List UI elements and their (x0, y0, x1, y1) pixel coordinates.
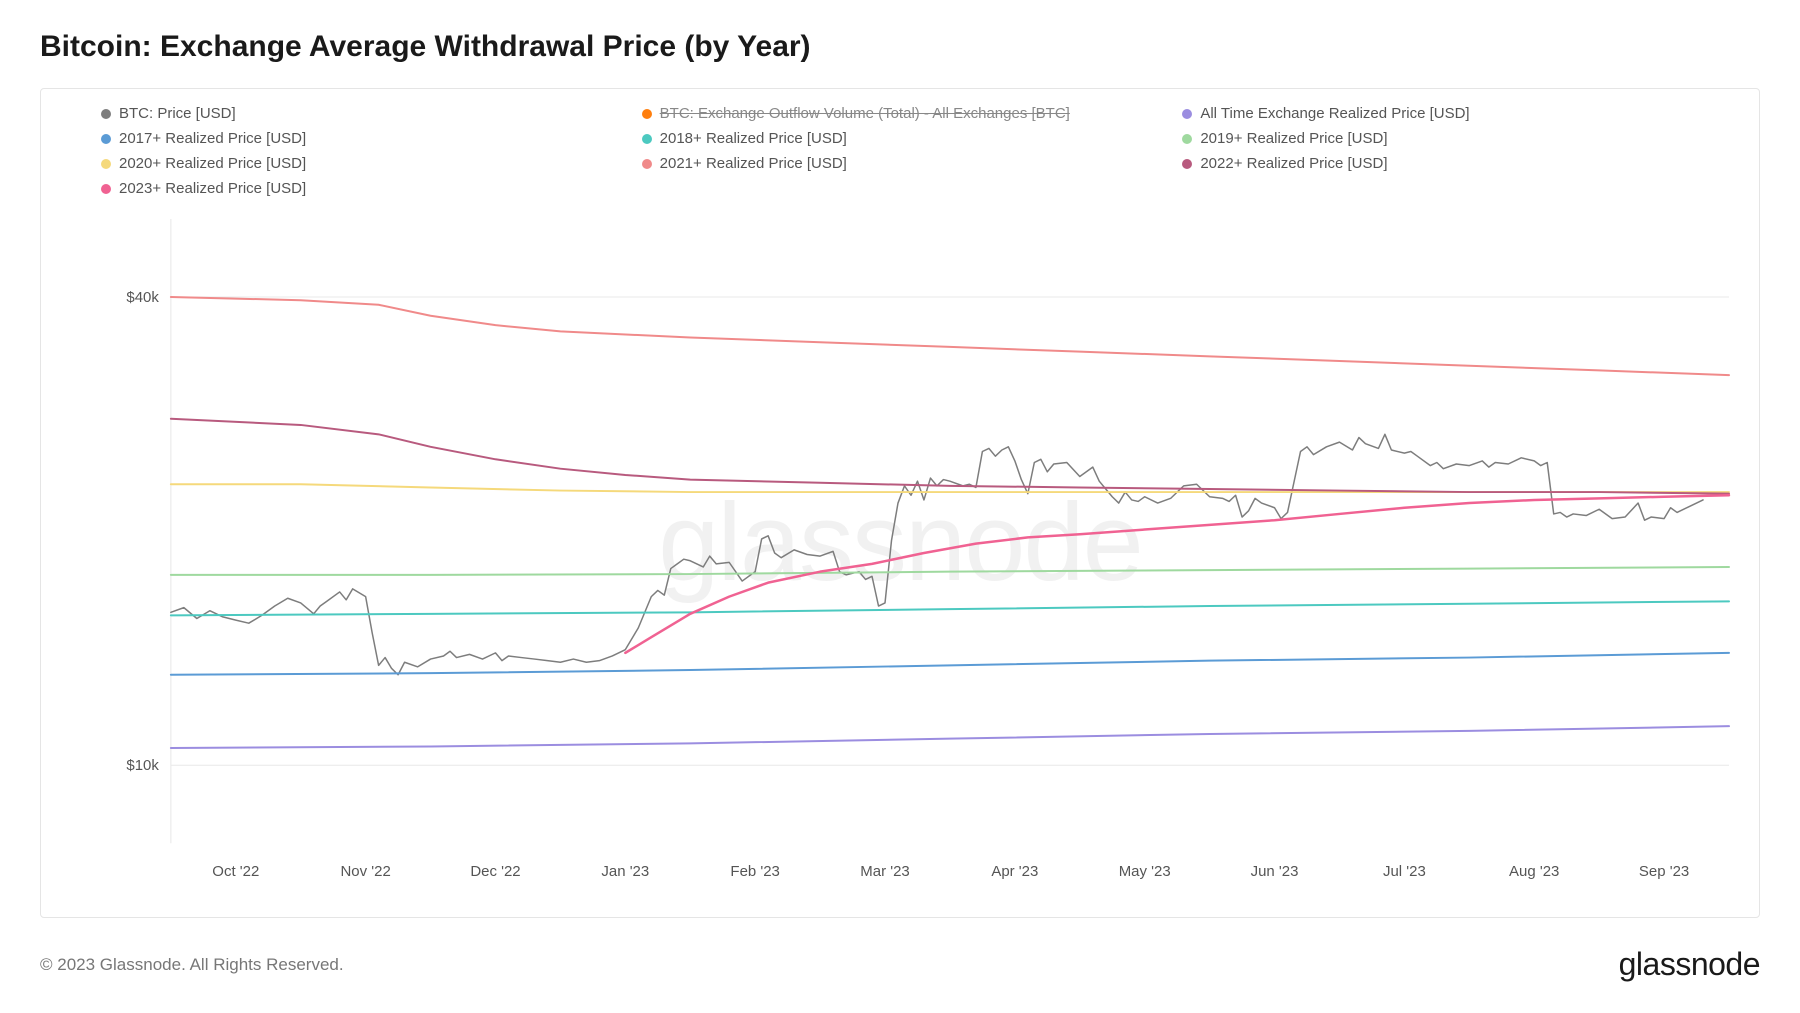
legend-label: 2018+ Realized Price [USD] (660, 130, 847, 147)
legend-label: 2017+ Realized Price [USD] (119, 130, 306, 147)
legend-marker (642, 109, 652, 119)
svg-text:Sep '23: Sep '23 (1639, 863, 1689, 880)
series-y2018 (171, 601, 1729, 615)
legend-marker (101, 184, 111, 194)
legend-marker (101, 134, 111, 144)
legend-item[interactable]: All Time Exchange Realized Price [USD] (1182, 105, 1699, 122)
legend-item[interactable]: 2020+ Realized Price [USD] (101, 155, 618, 172)
legend-label: 2021+ Realized Price [USD] (660, 155, 847, 172)
legend-label: 2019+ Realized Price [USD] (1200, 130, 1387, 147)
svg-text:Feb '23: Feb '23 (730, 863, 779, 880)
legend-marker (101, 109, 111, 119)
brand-logo: glassnode (1619, 946, 1760, 983)
series-btc_price (171, 434, 1703, 674)
svg-text:May '23: May '23 (1119, 863, 1171, 880)
series-y2021 (171, 297, 1729, 375)
svg-text:Oct '22: Oct '22 (212, 863, 259, 880)
legend: BTC: Price [USD] BTC: Exchange Outflow Vo… (61, 105, 1739, 209)
svg-text:Nov '22: Nov '22 (340, 863, 390, 880)
series-y2019 (171, 567, 1729, 575)
svg-text:$10k: $10k (126, 757, 159, 774)
legend-item[interactable]: 2023+ Realized Price [USD] (101, 180, 618, 197)
svg-text:Jan '23: Jan '23 (601, 863, 649, 880)
legend-marker (1182, 109, 1192, 119)
svg-text:Mar '23: Mar '23 (860, 863, 909, 880)
legend-marker (101, 159, 111, 169)
legend-marker (642, 134, 652, 144)
svg-text:$40k: $40k (126, 289, 159, 306)
legend-item[interactable]: 2019+ Realized Price [USD] (1182, 130, 1699, 147)
footer: © 2023 Glassnode. All Rights Reserved. g… (40, 918, 1760, 983)
page-title: Bitcoin: Exchange Average Withdrawal Pri… (40, 30, 1760, 64)
series-all_time (171, 726, 1729, 748)
chart-svg: $10k $40k Oct '22 Nov '22 Dec '22 Jan '23 Feb … (61, 209, 1739, 888)
plot-area: glassnode $10k$40kOct '22Nov '22Dec '22J… (61, 209, 1739, 889)
legend-item[interactable]: BTC: Price [USD] (101, 105, 618, 122)
legend-label: 2023+ Realized Price [USD] (119, 180, 306, 197)
legend-marker (1182, 134, 1192, 144)
svg-text:Jul '23: Jul '23 (1383, 863, 1426, 880)
legend-label: 2020+ Realized Price [USD] (119, 155, 306, 172)
svg-text:Aug '23: Aug '23 (1509, 863, 1559, 880)
legend-marker (1182, 159, 1192, 169)
chart-panel: BTC: Price [USD] BTC: Exchange Outflow Vo… (40, 88, 1760, 918)
legend-item[interactable]: 2022+ Realized Price [USD] (1182, 155, 1699, 172)
svg-text:Apr '23: Apr '23 (991, 863, 1038, 880)
legend-item[interactable]: 2021+ Realized Price [USD] (642, 155, 1159, 172)
legend-label: BTC: Price [USD] (119, 105, 236, 122)
legend-marker (642, 159, 652, 169)
legend-item[interactable]: 2018+ Realized Price [USD] (642, 130, 1159, 147)
legend-label: All Time Exchange Realized Price [USD] (1200, 105, 1469, 122)
legend-label: 2022+ Realized Price [USD] (1200, 155, 1387, 172)
legend-item[interactable]: BTC: Exchange Outflow Volume (Total) - A… (642, 105, 1159, 122)
copyright: © 2023 Glassnode. All Rights Reserved. (40, 955, 344, 975)
series-y2022 (171, 419, 1729, 494)
svg-text:Dec '22: Dec '22 (470, 863, 520, 880)
svg-text:Jun '23: Jun '23 (1251, 863, 1299, 880)
legend-item[interactable]: 2017+ Realized Price [USD] (101, 130, 618, 147)
legend-label: BTC: Exchange Outflow Volume (Total) - A… (660, 105, 1070, 122)
